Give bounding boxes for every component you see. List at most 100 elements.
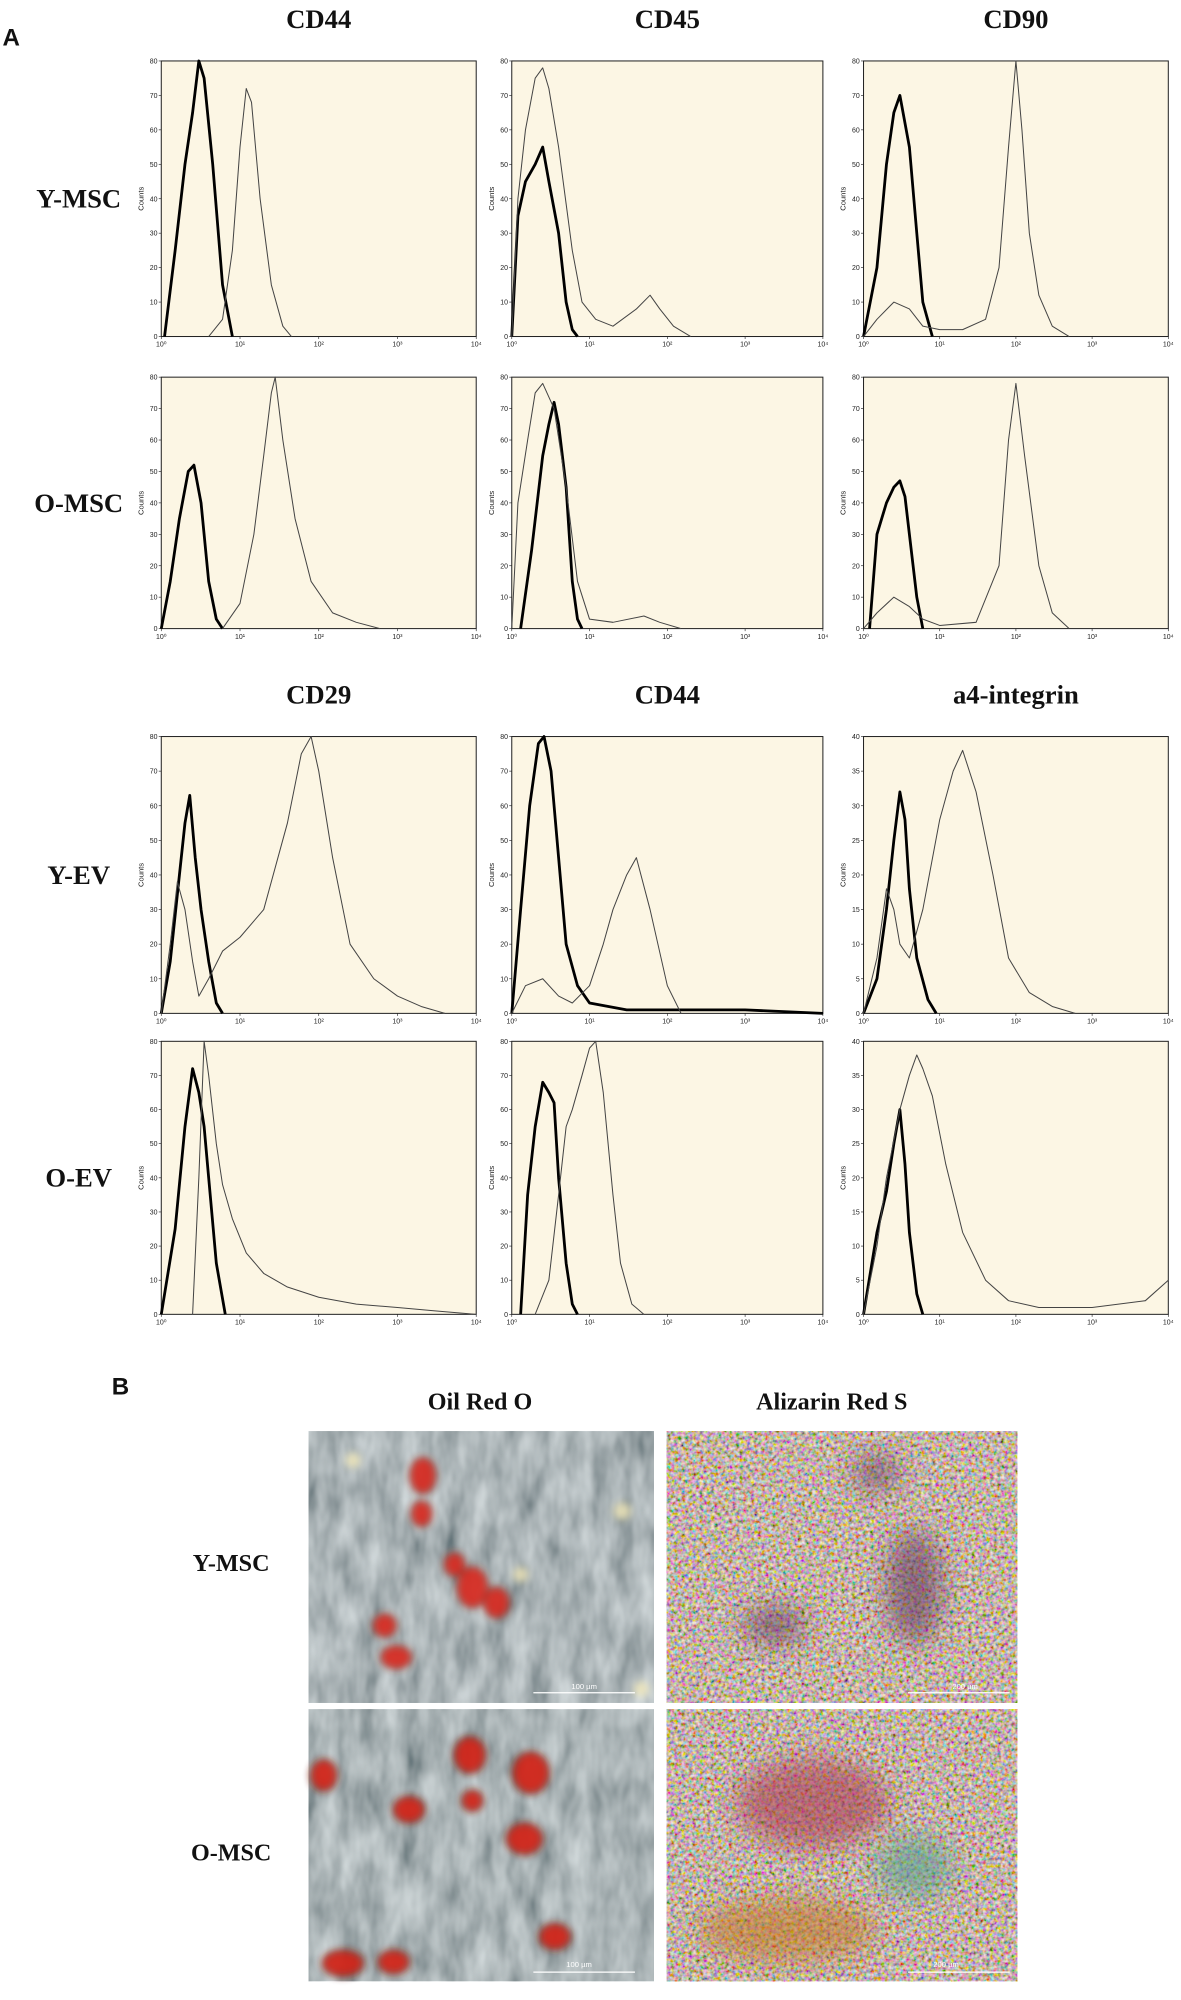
- y-tick-label: 30: [852, 532, 860, 539]
- y-tick-label: 25: [852, 838, 860, 845]
- plot-area: [511, 376, 824, 630]
- y-tick-label: 40: [852, 1039, 860, 1046]
- x-tick-label: 10⁰: [156, 1318, 167, 1326]
- y-tick-label: 50: [500, 162, 508, 169]
- y-tick-label: 10: [150, 300, 158, 307]
- y-tick-label: 20: [852, 872, 860, 879]
- histogram-panel: 0 10 20 30 40 50 60 70 80 10⁰ 10¹ 10² 10³ 10⁴ Counts O-…: [34, 375, 481, 641]
- y-tick-label: 60: [150, 1107, 158, 1114]
- micrograph: 100 µm: [308, 1431, 654, 1703]
- row-label: O-MSC: [191, 1840, 271, 1866]
- y-tick-label: 10: [500, 1278, 508, 1285]
- histogram-line: [519, 1080, 579, 1315]
- scale-bar-label: 100 µm: [566, 1960, 592, 1969]
- histogram-panel: 0 10 20 30 40 50 60 70 80 10⁰ 10¹ 10² 10³ 10⁴ Counts CD…: [487, 4, 828, 349]
- y-tick-label: 5: [856, 1278, 860, 1285]
- y-tick-label: 80: [852, 375, 860, 382]
- y-tick-label: 15: [852, 1209, 860, 1216]
- y-tick-label: 50: [500, 1141, 508, 1148]
- x-tick-label: 10⁰: [858, 341, 869, 349]
- y-axis-label: Counts: [136, 186, 145, 210]
- x-tick-label: 10³: [740, 634, 751, 641]
- y-tick-label: 20: [852, 265, 860, 272]
- scale-bar-label: 100 µm: [571, 1682, 597, 1691]
- x-tick-label: 10³: [1087, 342, 1098, 349]
- y-tick-label: 0: [856, 1312, 860, 1319]
- histogram-panel: 0 10 20 30 40 50 60 70 80 10⁰ 10¹ 10² 10³ 10⁴ Counts O-…: [45, 1039, 481, 1327]
- y-tick-label: 40: [852, 196, 860, 203]
- histogram-line: [159, 463, 224, 630]
- y-tick-label: 10: [150, 1278, 158, 1285]
- y-tick-label: 80: [150, 1039, 158, 1046]
- x-tick-label: 10³: [392, 1319, 403, 1326]
- y-tick-label: 70: [150, 406, 158, 413]
- y-tick-label: 60: [852, 438, 860, 445]
- column-title: CD45: [635, 4, 700, 34]
- y-tick-label: 20: [150, 563, 158, 570]
- x-tick-label: 10³: [1087, 1019, 1098, 1026]
- x-tick-label: 10²: [314, 634, 325, 641]
- y-tick-label: 0: [856, 334, 860, 341]
- histogram-panel: 0 10 20 30 40 50 60 70 80 10⁰ 10¹ 10² 10³ 10⁴ Counts: [839, 375, 1174, 641]
- y-tick-label: 50: [150, 469, 158, 476]
- y-tick-label: 70: [500, 406, 508, 413]
- y-tick-label: 20: [150, 265, 158, 272]
- histogram-line: [519, 400, 584, 630]
- y-axis-label: Counts: [487, 491, 496, 515]
- scale-bar-label: 200 µm: [952, 1682, 978, 1691]
- x-tick-label: 10¹: [235, 1019, 246, 1026]
- x-tick-label: 10¹: [935, 1019, 946, 1026]
- micrograph: 200 µm: [666, 1709, 1018, 1982]
- x-tick-label: 10²: [1011, 634, 1022, 641]
- y-tick-label: 10: [500, 300, 508, 307]
- x-tick-label: 10⁴: [1163, 1319, 1174, 1326]
- x-tick-label: 10³: [392, 342, 403, 349]
- x-tick-label: 10¹: [235, 634, 246, 641]
- y-tick-label: 20: [852, 563, 860, 570]
- y-tick-label: 70: [150, 93, 158, 100]
- y-axis-label: Counts: [487, 863, 496, 887]
- y-tick-label: 20: [500, 1244, 508, 1251]
- x-tick-label: 10⁰: [506, 1318, 517, 1326]
- x-tick-label: 10²: [314, 342, 325, 349]
- plot-area: [160, 376, 477, 630]
- y-tick-label: 70: [150, 1073, 158, 1080]
- y-tick-label: 60: [500, 1107, 508, 1114]
- x-tick-label: 10⁰: [156, 1018, 167, 1026]
- y-tick-label: 10: [852, 1244, 860, 1251]
- y-tick-label: 5: [856, 976, 860, 983]
- y-tick-label: 10: [150, 595, 158, 602]
- y-tick-label: 70: [852, 406, 860, 413]
- y-tick-label: 30: [150, 1209, 158, 1216]
- micrograph: 100 µm: [308, 1709, 654, 1982]
- y-tick-label: 0: [154, 1011, 158, 1018]
- y-tick-label: 60: [150, 127, 158, 134]
- y-tick-label: 35: [852, 1073, 860, 1080]
- histogram-line: [163, 59, 234, 337]
- y-tick-label: 40: [150, 500, 158, 507]
- histogram-line: [159, 793, 224, 1015]
- y-tick-label: 0: [856, 1011, 860, 1018]
- y-tick-label: 70: [150, 769, 158, 776]
- histogram-panel: 0 10 20 30 40 50 60 70 80 10⁰ 10¹ 10² 10³ 10⁴ Counts: [487, 1039, 828, 1327]
- y-tick-label: 50: [150, 162, 158, 169]
- y-tick-label: 50: [852, 162, 860, 169]
- x-tick-label: 10⁰: [156, 341, 167, 349]
- y-tick-label: 50: [852, 469, 860, 476]
- x-tick-label: 10¹: [585, 342, 596, 349]
- y-tick-label: 50: [150, 1141, 158, 1148]
- plot-area: [863, 1040, 1169, 1315]
- y-tick-label: 50: [500, 838, 508, 845]
- y-tick-label: 50: [500, 469, 508, 476]
- y-tick-label: 40: [500, 1175, 508, 1182]
- x-tick-label: 10⁴: [471, 1019, 482, 1026]
- y-axis-label: Counts: [136, 1166, 145, 1190]
- x-tick-label: 10³: [740, 1019, 751, 1026]
- x-tick-label: 10²: [1011, 342, 1022, 349]
- panel-label: A: [3, 25, 20, 52]
- y-tick-label: 20: [150, 1244, 158, 1251]
- column-title: CD44: [635, 680, 700, 710]
- x-tick-label: 10²: [314, 1019, 325, 1026]
